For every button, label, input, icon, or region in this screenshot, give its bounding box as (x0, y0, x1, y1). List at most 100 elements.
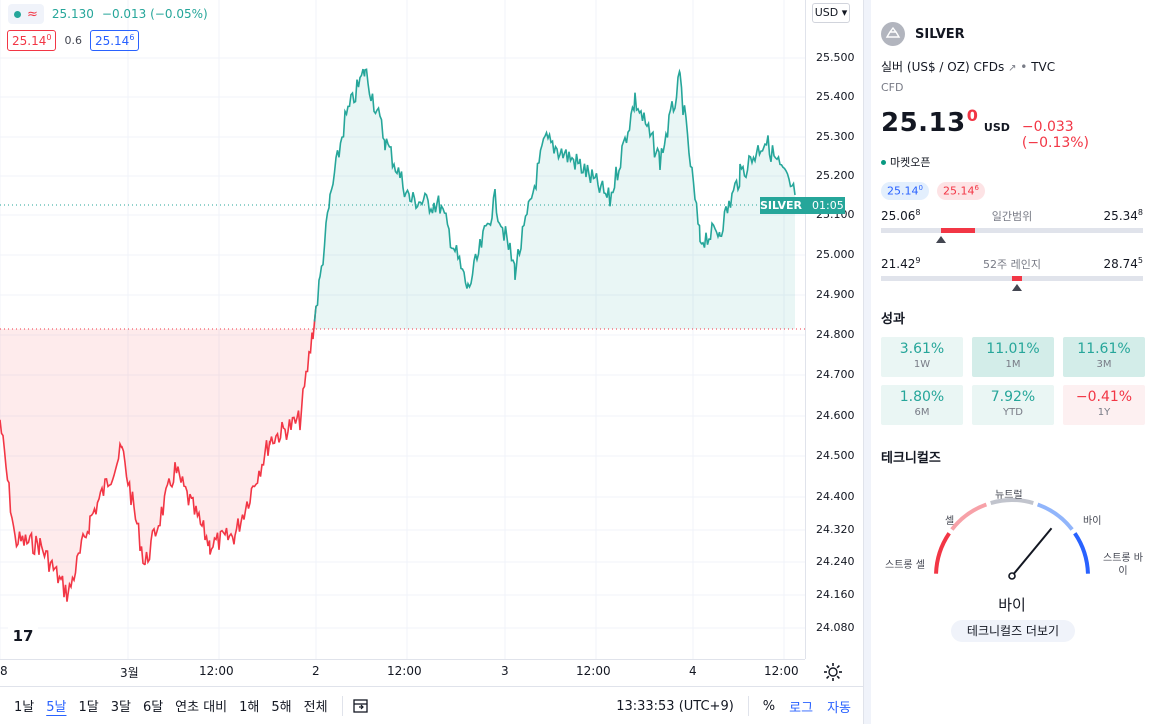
time-axis-label: 3월 (120, 666, 139, 680)
gauge-strong-sell-label: 스트롱 셀 (885, 559, 925, 571)
gauge-neutral-arc (990, 497, 1034, 505)
gauge-buy-arc (1036, 502, 1074, 531)
performance-period: YTD (1003, 406, 1023, 418)
week52-high: 28.745 (1103, 255, 1143, 271)
market-status-text: 마켓오픈 (890, 156, 931, 169)
time-axis-label: 8 (0, 664, 8, 678)
price-axis-label: 24.080 (816, 621, 855, 634)
gauge-strong-buy-arc (1073, 531, 1090, 574)
clock[interactable]: 13:33:53 (UTC+9) (616, 698, 734, 714)
range-button[interactable]: 1날 (14, 700, 35, 715)
range-button[interactable]: 전체 (303, 700, 328, 715)
day-range-label: 일간범위 (991, 209, 1033, 223)
symbol-header: SILVER (881, 22, 1143, 46)
range-button[interactable]: 연초 대비 (175, 700, 228, 715)
date-range-icon[interactable] (351, 697, 371, 715)
gauge-sell-label: 셀 (945, 515, 955, 527)
time-axis[interactable]: 8 3월 12:00 2 12:00 3 12:00 4 12:00 (0, 659, 805, 685)
time-axis-label: 12:00 (387, 664, 422, 678)
day-range: 25.068 일간범위 25.348 (881, 208, 1143, 254)
symbol-type: CFD (881, 81, 904, 94)
price-tag-symbol: SILVER (760, 199, 803, 212)
performance-value: 11.61% (1077, 340, 1131, 357)
percent-toggle[interactable]: % (762, 698, 776, 714)
price-axis-label: 25.400 (816, 90, 855, 103)
technicals-more-button[interactable]: 테크니컬즈 더보기 (951, 619, 1075, 642)
performance-cell: 11.01% 1M (972, 336, 1054, 377)
gain-area (314, 69, 795, 329)
price-axis-label: 25.200 (816, 169, 855, 182)
last-price-tag: SILVER 01:05 (760, 197, 845, 214)
range-selector: 1날 5날 1달 3달 6달 연초 대비 1해 5해 전체 (0, 696, 334, 715)
day-high: 25.348 (1103, 207, 1143, 223)
time-axis-label: 12:00 (576, 664, 611, 678)
toolbar-right: 13:33:53 (UTC+9) % 로그 자동 (616, 687, 851, 724)
ask-button[interactable]: 25.146 (89, 30, 140, 51)
technicals-gauge: 스트롱 셀 셀 뉴트럴 바이 스트롱 바이 바이 (881, 466, 1143, 636)
performance-value: 1.80% (899, 388, 945, 405)
range-button[interactable]: 1달 (78, 700, 99, 715)
bid-button[interactable]: 25.140 (7, 30, 57, 51)
spread-value: 0.6 (64, 34, 82, 47)
price-axis-label: 24.500 (816, 449, 855, 462)
range-button[interactable]: 5날 (46, 700, 67, 715)
performance-cell: 1.80% 6M (881, 384, 963, 425)
time-axis-label: 12:00 (199, 664, 234, 678)
legend: ≈ 25.130 −0.013 (−0.05%) (8, 4, 208, 24)
description-text: 실버 (US$ / OZ) CFDs (881, 60, 1005, 74)
auto-toggle[interactable]: 자동 (827, 700, 851, 716)
range-button[interactable]: 6달 (142, 700, 164, 715)
performance-cell: 11.61% 3M (1063, 336, 1145, 377)
symbol-name[interactable]: SILVER (915, 26, 965, 42)
gauge-buy-label: 바이 (1083, 515, 1102, 527)
price-axis-label: 25.500 (816, 51, 855, 64)
price-axis[interactable]: 25.500 25.400 25.300 25.200 25.100 25.000 24.9… (805, 0, 863, 659)
exchange-name[interactable]: TVC (1031, 60, 1056, 74)
log-toggle[interactable]: 로그 (789, 700, 814, 716)
time-axis-label: 2 (312, 664, 320, 678)
price-axis-label: 24.600 (816, 409, 855, 422)
bid-ask-row: 25.140 0.6 25.146 (7, 30, 140, 51)
price-axis-label: 24.160 (816, 588, 855, 601)
legend-price: 25.130 (51, 7, 94, 21)
external-link-icon[interactable]: ↗ (1008, 63, 1017, 74)
performance-period: 6M (914, 406, 930, 418)
divider (341, 695, 343, 716)
range-button[interactable]: 1해 (239, 700, 260, 715)
price-axis-label: 24.320 (816, 523, 855, 536)
price-axis-label: 24.400 (816, 490, 855, 503)
price-axis-label: 24.700 (816, 368, 855, 381)
panel-divider[interactable] (863, 0, 871, 724)
price-line-down (0, 306, 317, 602)
day-low: 25.068 (881, 207, 921, 223)
price-chart[interactable] (0, 0, 805, 659)
legend-toggle[interactable]: ≈ (8, 4, 44, 24)
loss-area (0, 306, 316, 602)
price-line-up (313, 68, 796, 322)
gauge-dial (934, 497, 1090, 580)
performance-grid: 3.61% 1W 11.01% 1M 11.61% 3M 1.80% 6M 7.92% YTD −0… (881, 336, 1145, 425)
ask-pill[interactable]: 25.146 (936, 182, 985, 200)
time-axis-label: 12:00 (764, 664, 799, 678)
chart-pane[interactable]: ≈ 25.130 −0.013 (−0.05%) 25.140 0.6 25.1… (0, 0, 805, 659)
week52-range-bar (881, 275, 1143, 281)
range-button[interactable]: 3달 (110, 700, 131, 715)
price-sup: 0 (966, 106, 978, 125)
tradingview-logo-icon[interactable]: 17 (8, 623, 38, 649)
gear-icon[interactable] (823, 662, 843, 682)
gauge-neutral-label: 뉴트럴 (995, 489, 1023, 501)
currency-button[interactable]: USD ▾ (812, 3, 850, 23)
performance-value: −0.41% (1075, 388, 1133, 405)
bid-pill[interactable]: 25.140 (881, 182, 929, 200)
last-price: 25.13 0 USD −0.033 (−0.13%) (881, 106, 1143, 151)
price-axis-label: 24.240 (816, 555, 855, 568)
day-range-marker (936, 235, 947, 243)
day-range-bar (881, 227, 1143, 233)
technicals-title[interactable]: 테크니컬즈 (881, 450, 941, 466)
range-button[interactable]: 5해 (271, 700, 292, 715)
week52-range-marker (1012, 283, 1023, 291)
market-status: 마켓오픈 (881, 154, 1143, 170)
performance-title: 성과 (881, 311, 905, 327)
wave-icon: ≈ (27, 6, 38, 22)
